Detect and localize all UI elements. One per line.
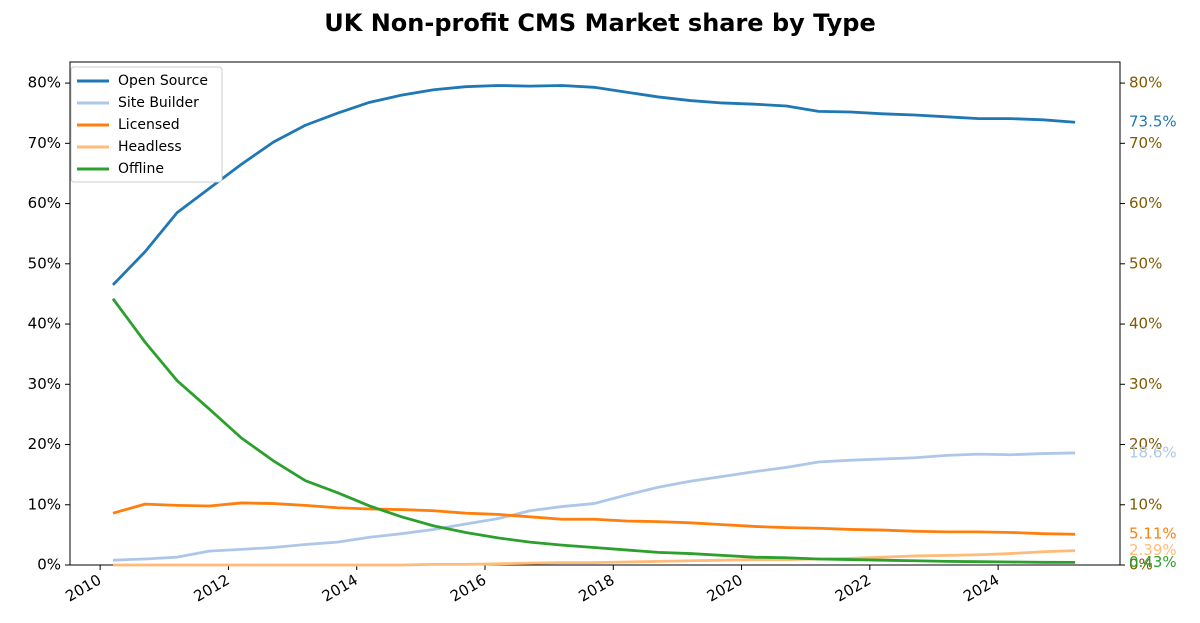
y2-tick-label: 70% (1129, 134, 1162, 152)
y-tick-label: 50% (28, 254, 61, 272)
legend: Open Source Site Builder Licensed Headless O… (70, 66, 223, 183)
series-line (111, 84, 1076, 286)
plot-frame (69, 61, 1121, 566)
end-value-label: 2.39% (1129, 541, 1177, 559)
y-tick-label: 20% (28, 435, 61, 453)
y2-tick-label: 80% (1129, 74, 1162, 92)
series-line (112, 451, 1076, 562)
y2-tick-label: 40% (1129, 315, 1162, 333)
x-tick-label: 2022 (832, 571, 874, 606)
end-value-label: 73.5% (1129, 113, 1177, 131)
y-tick-label: 30% (28, 375, 61, 393)
end-value-label: 0.43% (1129, 553, 1177, 571)
legend-label: Licensed (118, 117, 180, 133)
legend-label: Headless (118, 139, 182, 155)
legend-label: Offline (118, 161, 164, 177)
y2-tick-label: 30% (1129, 375, 1162, 393)
y-tick-label: 80% (28, 74, 61, 92)
legend-label: Site Builder (118, 95, 199, 111)
y2-tick-label: 0% (1129, 556, 1153, 574)
y2-tick-label: 50% (1129, 254, 1162, 272)
y-tick-label: 10% (28, 495, 61, 513)
y-tick-label: 60% (28, 194, 61, 212)
y2-tick-label: 60% (1129, 194, 1162, 212)
x-tick-label: 2012 (191, 571, 233, 606)
x-tick-label: 2020 (704, 571, 746, 606)
series-line (112, 501, 1076, 536)
series-line (112, 549, 1076, 567)
legend-label: Open Source (118, 73, 208, 89)
y-tick-label: 0% (37, 556, 61, 574)
x-tick-label: 2016 (447, 571, 489, 606)
y2-tick-label: 20% (1129, 435, 1162, 453)
y-tick-label: 70% (28, 134, 61, 152)
series-line (111, 297, 1076, 564)
x-tick-label: 2010 (62, 571, 104, 606)
x-tick-label: 2014 (319, 571, 361, 606)
y-tick-label: 40% (28, 315, 61, 333)
x-tick-label: 2018 (575, 571, 617, 606)
end-value-label: 5.11% (1129, 525, 1177, 543)
end-value-label: 18.6% (1129, 443, 1177, 461)
y2-tick-label: 10% (1129, 495, 1162, 513)
chart-title: UK Non-profit CMS Market share by Type (324, 9, 876, 37)
legend-box (70, 66, 223, 183)
x-tick-label: 2024 (960, 571, 1002, 606)
